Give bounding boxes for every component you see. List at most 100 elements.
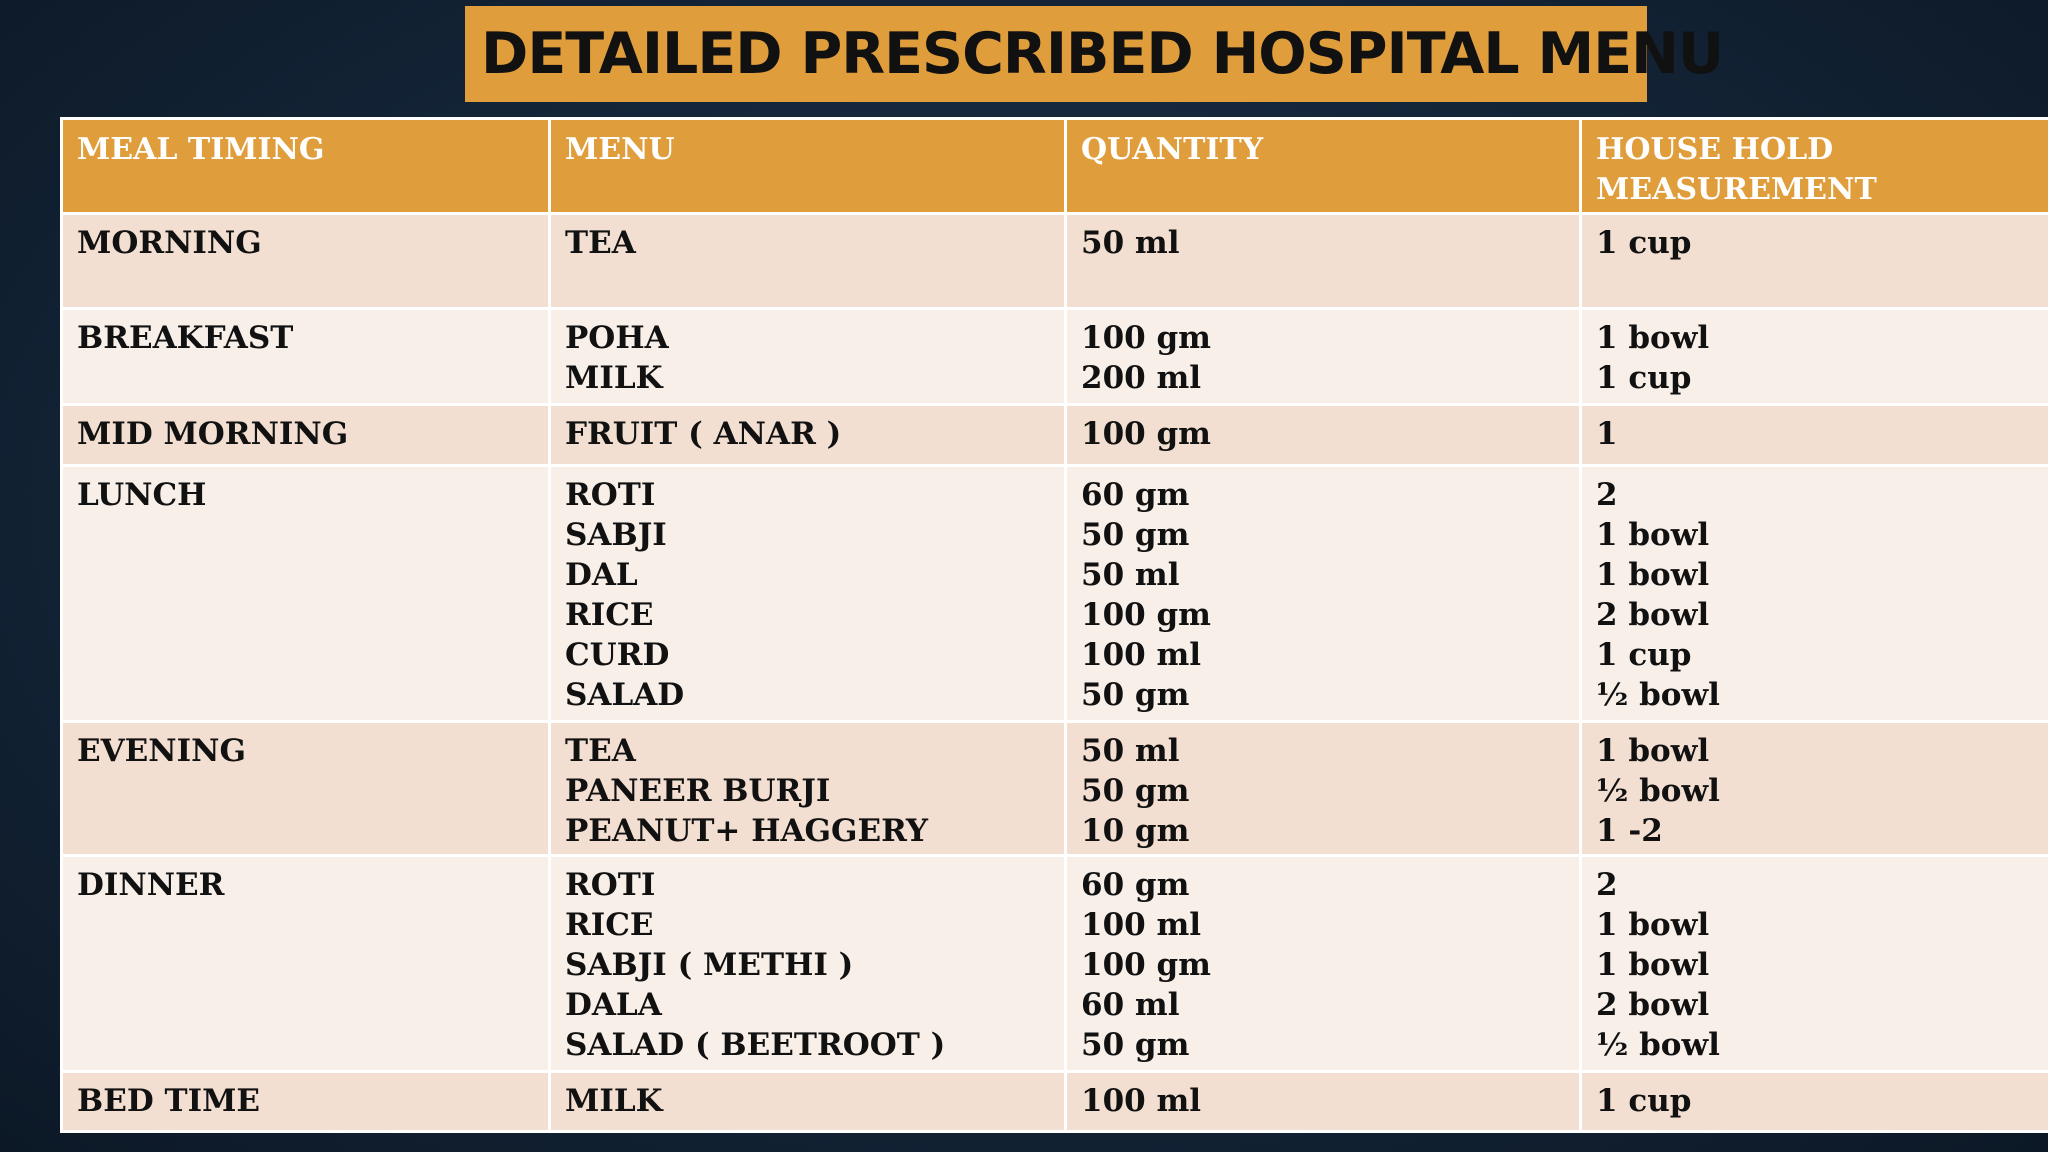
header-menu: MENU	[548, 117, 1067, 215]
measurement-value: ½ bowl	[1596, 773, 1720, 809]
table-row: MORNING TEA 50 ml 1 cup	[60, 212, 2048, 310]
menu-item: MILK	[565, 1083, 663, 1119]
menu-item: CURD	[565, 637, 670, 673]
measurement-value: 2 bowl	[1596, 597, 1710, 633]
menu-item: SABJI ( METHI )	[565, 947, 854, 983]
header-quantity: QUANTITY	[1064, 117, 1582, 215]
quantity-value: 50 ml	[1081, 733, 1180, 769]
menu-item: RICE	[565, 597, 654, 633]
title-banner: DETAILED PRESCRIBED HOSPITAL MENU	[465, 6, 1724, 102]
quantity-value: 50 gm	[1081, 773, 1190, 809]
measurement-value: 1 bowl	[1596, 320, 1710, 356]
quantity-cell: 60 gm 100 ml 100 gm 60 ml 50 gm	[1064, 854, 1582, 1073]
measurement-value: 2	[1596, 477, 1618, 513]
measurement-value: 1 bowl	[1596, 947, 1710, 983]
measurement-cell: 1 bowl ½ bowl 1 -2	[1579, 720, 2048, 857]
measurement-value: 1 cup	[1596, 360, 1692, 396]
measurement-value: 1 cup	[1596, 225, 1692, 261]
table-row: BREAKFAST POHA MILK 100 gm 200 ml 1 bowl…	[60, 307, 2048, 406]
quantity-value: 50 gm	[1081, 677, 1190, 713]
menu-cell: ROTI SABJI DAL RICE CURD SALAD	[548, 464, 1067, 723]
measurement-value: 2 bowl	[1596, 987, 1710, 1023]
menu-item: ROTI	[565, 477, 656, 513]
quantity-value: 100 gm	[1081, 320, 1211, 356]
menu-item: TEA	[565, 733, 636, 769]
measurement-cell: 1 cup	[1579, 212, 2048, 310]
header-household-measurement: HOUSE HOLD MEASUREMENT	[1579, 117, 2048, 215]
quantity-value: 100 gm	[1081, 597, 1211, 633]
measurement-value: 1	[1596, 416, 1618, 452]
table-header-row: MEAL TIMING MENU QUANTITY HOUSE HOLD MEA…	[60, 117, 2048, 215]
menu-item: SALAD ( BEETROOT )	[565, 1027, 946, 1063]
quantity-value: 50 gm	[1081, 1027, 1190, 1063]
menu-item: TEA	[565, 225, 636, 261]
meal-timing-cell: BREAKFAST	[60, 307, 551, 406]
measurement-value: 2	[1596, 867, 1618, 903]
menu-table: MEAL TIMING MENU QUANTITY HOUSE HOLD MEA…	[60, 117, 2048, 1133]
quantity-value: 50 ml	[1081, 225, 1180, 261]
quantity-value: 100 ml	[1081, 1083, 1202, 1119]
quantity-cell: 100 gm 200 ml	[1064, 307, 1582, 406]
measurement-value: 1 -2	[1596, 813, 1663, 849]
measurement-cell: 1 cup	[1579, 1070, 2048, 1133]
table-row: LUNCH ROTI SABJI DAL RICE CURD SALAD 60 …	[60, 464, 2048, 723]
menu-item: MILK	[565, 360, 663, 396]
menu-item: ROTI	[565, 867, 656, 903]
meal-timing-cell: LUNCH	[60, 464, 551, 723]
quantity-value: 60 ml	[1081, 987, 1180, 1023]
measurement-value: 1 bowl	[1596, 517, 1710, 553]
measurement-value: 1 cup	[1596, 1083, 1692, 1119]
measurement-cell: 2 1 bowl 1 bowl 2 bowl 1 cup ½ bowl	[1579, 464, 2048, 723]
measurement-value: 1 bowl	[1596, 907, 1710, 943]
quantity-value: 100 ml	[1081, 637, 1202, 673]
meal-timing-cell: BED TIME	[60, 1070, 551, 1133]
quantity-value: 50 gm	[1081, 517, 1190, 553]
menu-cell: ROTI RICE SABJI ( METHI ) DALA SALAD ( B…	[548, 854, 1067, 1073]
quantity-cell: 100 ml	[1064, 1070, 1582, 1133]
table-row: BED TIME MILK 100 ml 1 cup	[60, 1070, 2048, 1133]
meal-timing-cell: EVENING	[60, 720, 551, 857]
measurement-cell: 2 1 bowl 1 bowl 2 bowl ½ bowl	[1579, 854, 2048, 1073]
menu-item: FRUIT ( ANAR )	[565, 416, 842, 452]
menu-item: PANEER BURJI	[565, 773, 831, 809]
quantity-value: 100 gm	[1081, 416, 1211, 452]
quantity-value: 10 gm	[1081, 813, 1190, 849]
measurement-value: 1 cup	[1596, 637, 1692, 673]
quantity-value: 60 gm	[1081, 867, 1190, 903]
menu-item: SALAD	[565, 677, 685, 713]
menu-item: DALA	[565, 987, 662, 1023]
meal-timing-cell: MID MORNING	[60, 403, 551, 467]
measurement-value: ½ bowl	[1596, 677, 1720, 713]
menu-item: PEANUT+ HAGGERY	[565, 813, 929, 849]
quantity-value: 200 ml	[1081, 360, 1202, 396]
menu-cell: TEA	[548, 212, 1067, 310]
menu-item: RICE	[565, 907, 654, 943]
quantity-cell: 50 ml 50 gm 10 gm	[1064, 720, 1582, 857]
menu-cell: POHA MILK	[548, 307, 1067, 406]
quantity-cell: 50 ml	[1064, 212, 1582, 310]
quantity-value: 60 gm	[1081, 477, 1190, 513]
table-row: EVENING TEA PANEER BURJI PEANUT+ HAGGERY…	[60, 720, 2048, 857]
page-title: DETAILED PRESCRIBED HOSPITAL MENU	[481, 21, 1724, 87]
table-row: MID MORNING FRUIT ( ANAR ) 100 gm 1	[60, 403, 2048, 467]
quantity-value: 100 ml	[1081, 907, 1202, 943]
quantity-cell: 60 gm 50 gm 50 ml 100 gm 100 ml 50 gm	[1064, 464, 1582, 723]
header-meal-timing: MEAL TIMING	[60, 117, 551, 215]
meal-timing-cell: DINNER	[60, 854, 551, 1073]
menu-cell: TEA PANEER BURJI PEANUT+ HAGGERY	[548, 720, 1067, 857]
menu-item: DAL	[565, 557, 638, 593]
menu-cell: MILK	[548, 1070, 1067, 1133]
measurement-value: 1 bowl	[1596, 733, 1710, 769]
quantity-value: 100 gm	[1081, 947, 1211, 983]
measurement-value: ½ bowl	[1596, 1027, 1720, 1063]
menu-item: SABJI	[565, 517, 667, 553]
menu-item: POHA	[565, 320, 669, 356]
quantity-cell: 100 gm	[1064, 403, 1582, 467]
menu-cell: FRUIT ( ANAR )	[548, 403, 1067, 467]
measurement-cell: 1	[1579, 403, 2048, 467]
meal-timing-cell: MORNING	[60, 212, 551, 310]
table-row: DINNER ROTI RICE SABJI ( METHI ) DALA SA…	[60, 854, 2048, 1073]
measurement-cell: 1 bowl 1 cup	[1579, 307, 2048, 406]
measurement-value: 1 bowl	[1596, 557, 1710, 593]
quantity-value: 50 ml	[1081, 557, 1180, 593]
